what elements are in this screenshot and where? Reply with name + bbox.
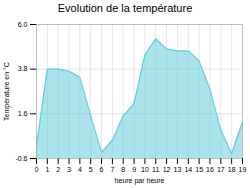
svg-text:Température en °C: Température en °C	[3, 62, 11, 121]
svg-text:19: 19	[239, 166, 247, 173]
svg-text:18: 18	[228, 166, 236, 173]
svg-text:15: 15	[195, 166, 203, 173]
svg-text:6.0: 6.0	[18, 21, 28, 28]
svg-text:8: 8	[121, 166, 125, 173]
svg-text:1: 1	[45, 166, 49, 173]
svg-text:3.8: 3.8	[18, 65, 28, 72]
svg-text:heure par heure: heure par heure	[115, 177, 165, 185]
svg-text:1.6: 1.6	[18, 110, 28, 117]
svg-text:17: 17	[217, 166, 225, 173]
svg-text:6: 6	[100, 166, 104, 173]
svg-text:0: 0	[35, 166, 39, 173]
svg-text:16: 16	[206, 166, 214, 173]
svg-text:-0.6: -0.6	[15, 155, 27, 162]
svg-text:3: 3	[67, 166, 71, 173]
svg-text:10: 10	[141, 166, 149, 173]
svg-text:12: 12	[163, 166, 171, 173]
svg-text:9: 9	[132, 166, 136, 173]
svg-text:4: 4	[78, 166, 82, 173]
svg-text:5: 5	[89, 166, 93, 173]
html-text:Evolution de la température: Evolution de la température	[57, 2, 193, 14]
svg-text:7: 7	[110, 166, 114, 173]
svg-text:2: 2	[56, 166, 60, 173]
svg-text:11: 11	[152, 166, 159, 173]
svg-text:14: 14	[184, 166, 192, 173]
svg-text:13: 13	[174, 166, 182, 173]
